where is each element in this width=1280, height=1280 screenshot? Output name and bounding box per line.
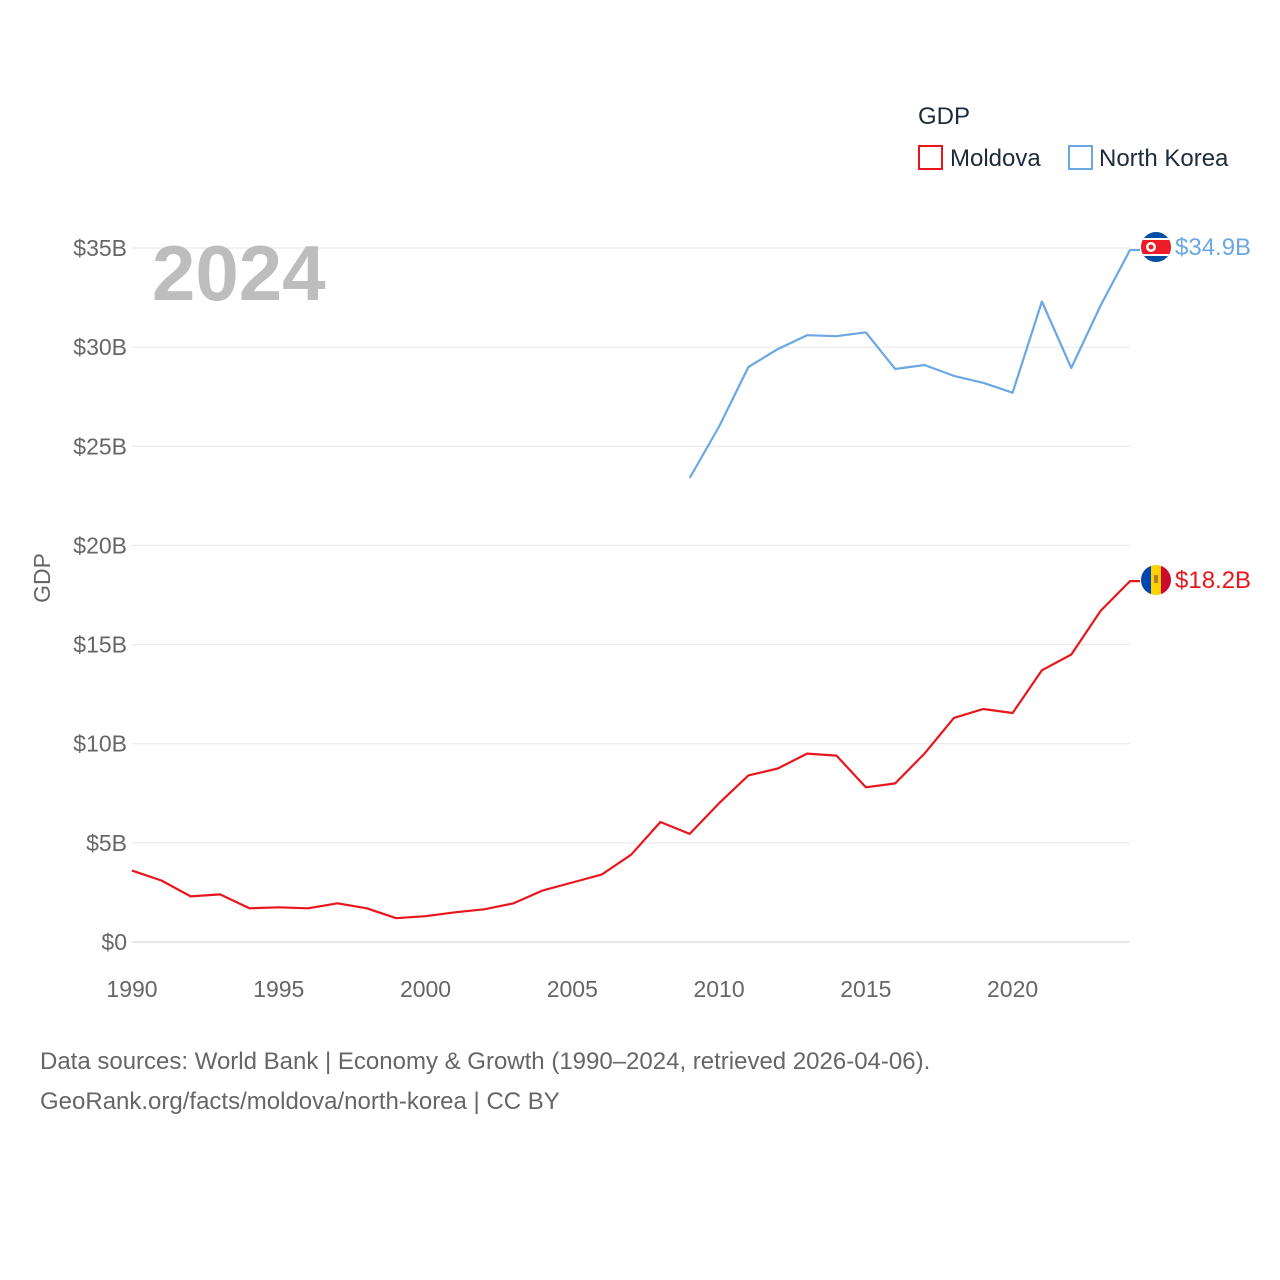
y-tick-label: $35B [73, 235, 127, 261]
legend-label-moldova: Moldova [950, 145, 1041, 172]
legend-swatch-moldova [918, 145, 943, 170]
north-korea-end-marker: $34.9B [1141, 232, 1251, 262]
legend-title: GDP [918, 103, 970, 130]
y-tick-label: $5B [86, 830, 127, 856]
series-line-north-korea [688, 248, 1140, 479]
y-tick-label: $25B [73, 433, 127, 459]
y-tick-label: $15B [73, 632, 127, 658]
series-lines [131, 248, 1140, 920]
year-label: 2024 [152, 229, 326, 317]
y-axis-label: GDP [29, 553, 55, 603]
y-axis-ticks: $0 $5B $10B $15B $20B $25B $30B $35B [73, 235, 127, 955]
legend-swatch-north-korea [1068, 145, 1093, 170]
x-tick-label: 2005 [547, 976, 598, 1002]
series-line-moldova [131, 579, 1140, 920]
moldova-end-value: $18.2B [1175, 567, 1251, 594]
x-axis-ticks: 1990 1995 2000 2005 2010 2015 2020 [106, 976, 1038, 1002]
legend-item-moldova[interactable]: Moldova [918, 145, 1041, 172]
moldova-end-marker: $18.2B [1141, 565, 1251, 595]
legend-label-north-korea: North Korea [1099, 145, 1229, 172]
y-tick-label: $30B [73, 334, 127, 360]
x-tick-label: 2010 [693, 976, 744, 1002]
source-url-text: GeoRank.org/facts/moldova/north-korea | … [40, 1088, 560, 1115]
legend: GDP Moldova North Korea [918, 103, 1229, 172]
y-tick-label: $20B [73, 532, 127, 558]
x-tick-label: 2015 [840, 976, 891, 1002]
grid-lines [132, 247, 1130, 943]
x-tick-label: 1990 [106, 976, 157, 1002]
data-sources-text: Data sources: World Bank | Economy & Gro… [40, 1048, 931, 1075]
y-tick-label: $0 [101, 929, 127, 955]
north-korea-end-value: $34.9B [1175, 234, 1251, 261]
x-tick-label: 1995 [253, 976, 304, 1002]
x-tick-label: 2020 [987, 976, 1038, 1002]
north-korea-flag-icon [1141, 232, 1171, 262]
moldova-flag-icon [1141, 565, 1171, 595]
legend-item-north-korea[interactable]: North Korea [1068, 145, 1229, 172]
y-tick-label: $10B [73, 731, 127, 757]
footer: Data sources: World Bank | Economy & Gro… [40, 1042, 930, 1122]
x-tick-label: 2000 [400, 976, 451, 1002]
